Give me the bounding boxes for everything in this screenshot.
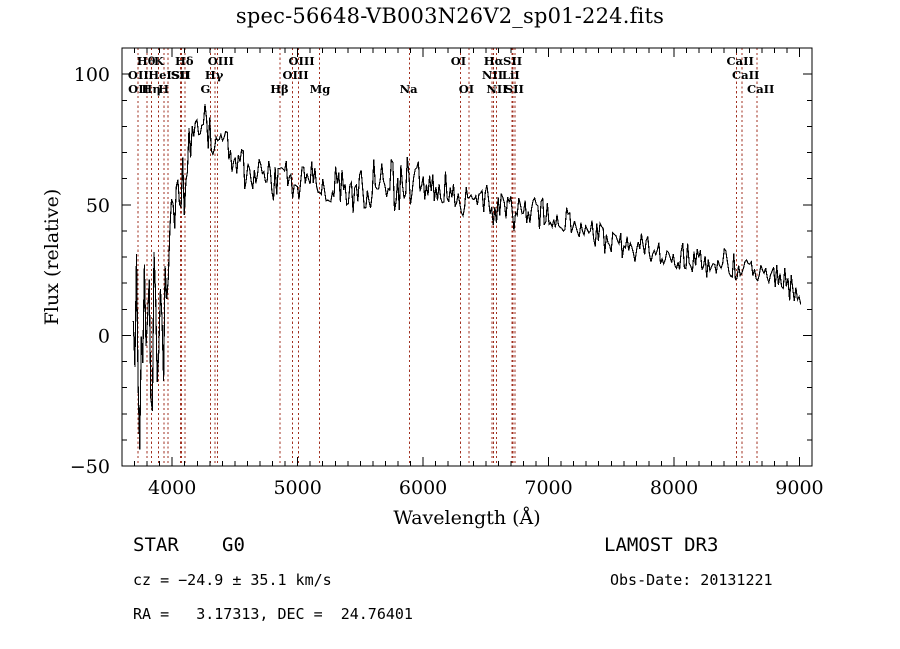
spectral-line-markers bbox=[137, 48, 758, 466]
spectral-line-label: Hδ bbox=[174, 54, 194, 68]
svg-text:8000: 8000 bbox=[650, 477, 698, 499]
spectral-line-label: SII bbox=[170, 68, 190, 82]
cz-value: cz = −24.9 ± 35.1 km/s bbox=[133, 571, 332, 589]
spectral-line-label: OII bbox=[128, 82, 149, 96]
svg-text:100: 100 bbox=[74, 64, 110, 86]
obs-date-value: Obs-Date: 20131221 bbox=[610, 571, 773, 589]
spectral-line-label: OIII bbox=[282, 68, 309, 82]
spectral-line-label: Hγ bbox=[204, 68, 224, 82]
svg-text:50: 50 bbox=[86, 195, 110, 217]
flux-curve bbox=[132, 104, 802, 450]
spectral-line-label: CaII bbox=[747, 82, 775, 96]
spectral-line-label: OII bbox=[127, 68, 149, 82]
spectral-line-label: NII bbox=[486, 82, 508, 96]
spectral-line-label: Hθ bbox=[136, 54, 156, 68]
spectral-class-label: G0 bbox=[222, 534, 245, 556]
spectral-line-label: H bbox=[158, 82, 170, 96]
spectral-line-label: Hα bbox=[483, 54, 504, 68]
spectral-line-label: Hη bbox=[141, 82, 161, 96]
svg-text:0: 0 bbox=[98, 325, 110, 347]
spectral-line-label: OIII bbox=[207, 54, 234, 68]
coordinates-value: RA = 3.17313, DEC = 24.76401 bbox=[133, 605, 413, 623]
spectral-line-label: HeI bbox=[148, 68, 172, 82]
axis-tick-labels: 4000 5000 6000 7000 8000 9000 100 50 0 −50 bbox=[70, 64, 824, 499]
object-type-label: STAR bbox=[133, 534, 179, 556]
spectral-line-label: G bbox=[200, 82, 211, 96]
svg-text:−50: −50 bbox=[70, 456, 110, 478]
spectral-line-label: OI bbox=[450, 54, 467, 68]
spectral-line-label: Mg bbox=[309, 82, 331, 96]
spectral-line-label: OIII bbox=[288, 54, 315, 68]
spectral-line-label: OI bbox=[458, 82, 475, 96]
survey-label: LAMOST DR3 bbox=[604, 534, 719, 556]
svg-text:6000: 6000 bbox=[399, 477, 447, 499]
svg-text:4000: 4000 bbox=[148, 477, 196, 499]
svg-text:7000: 7000 bbox=[524, 477, 572, 499]
plot-frame bbox=[121, 47, 813, 467]
svg-text:5000: 5000 bbox=[273, 477, 321, 499]
spectral-line-label: LiI bbox=[501, 68, 520, 82]
spectral-line-label: NII bbox=[481, 68, 504, 82]
spectral-line-label: Na bbox=[399, 82, 418, 96]
spectral-line-label: SII bbox=[504, 82, 524, 96]
svg-text:9000: 9000 bbox=[775, 477, 823, 499]
spectral-line-label: Hβ bbox=[270, 82, 289, 96]
spectral-line-label: CaII bbox=[731, 68, 760, 82]
page-title: spec-56648-VB003N26V2_sp01-224.fits bbox=[235, 4, 665, 28]
x-axis-label: Wavelength (Å) bbox=[393, 507, 540, 529]
spectral-line-label: SII bbox=[503, 54, 523, 68]
spectral-line-label: CaII bbox=[726, 54, 754, 68]
spectral-line-label: K bbox=[153, 54, 164, 68]
spectral-line-label: SII bbox=[171, 68, 191, 82]
y-axis-label: Flux (relative) bbox=[41, 189, 63, 326]
